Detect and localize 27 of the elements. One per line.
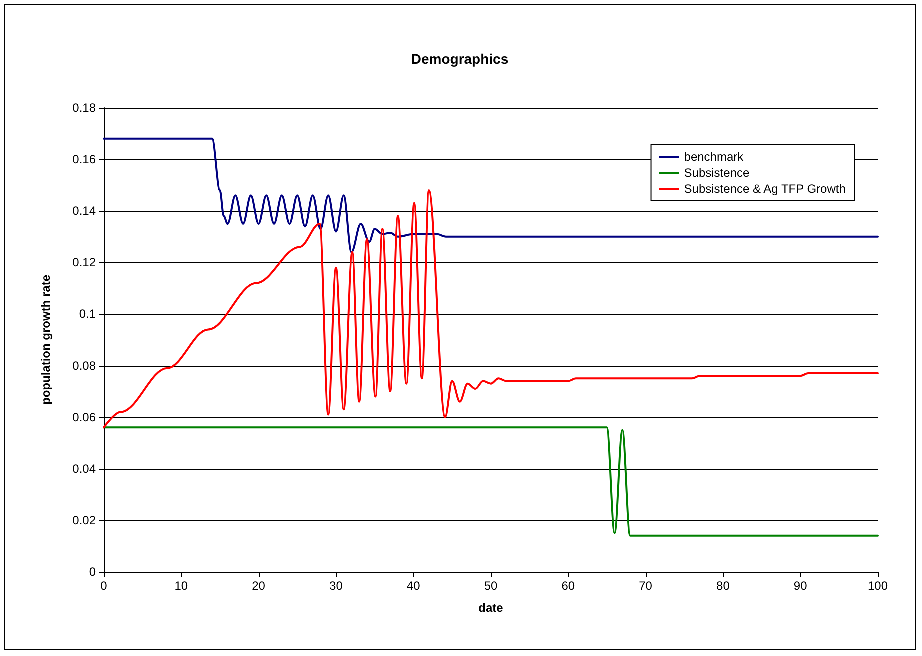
legend-label: Subsistence xyxy=(684,166,750,180)
x-tick-label: 70 xyxy=(639,579,653,593)
y-tick-label: 0.16 xyxy=(72,152,96,167)
x-tick-label: 90 xyxy=(794,579,808,593)
y-tick-label: 0.1 xyxy=(79,307,96,322)
y-tick-label: 0.08 xyxy=(72,358,96,373)
x-tick-label: 30 xyxy=(330,579,344,593)
x-tick-label: 80 xyxy=(716,579,730,593)
y-tick-label: 0.18 xyxy=(72,101,96,115)
chart-title: Demographics xyxy=(411,51,509,67)
y-tick-label: 0.04 xyxy=(72,462,96,476)
y-tick-label: 0.06 xyxy=(72,410,96,424)
x-tick-label: 20 xyxy=(252,579,266,593)
legend-label: Subsistence & Ag TFP Growth xyxy=(684,182,846,196)
y-tick-label: 0 xyxy=(89,565,96,579)
y-tick-label: 0.12 xyxy=(72,256,96,270)
x-axis-title: date xyxy=(478,601,504,615)
y-tick-label: 0.02 xyxy=(72,513,96,528)
x-tick-label: 100 xyxy=(868,579,888,593)
x-tick-label: 10 xyxy=(174,579,188,593)
x-tick-label: 50 xyxy=(484,579,498,593)
legend-label: benchmark xyxy=(684,150,745,164)
x-tick-label: 40 xyxy=(406,579,421,593)
y-axis-title: population growth rate xyxy=(39,274,53,405)
x-tick-label: 60 xyxy=(562,579,576,593)
x-tick-label: 0 xyxy=(100,579,108,593)
y-tick-label: 0.14 xyxy=(72,204,96,218)
